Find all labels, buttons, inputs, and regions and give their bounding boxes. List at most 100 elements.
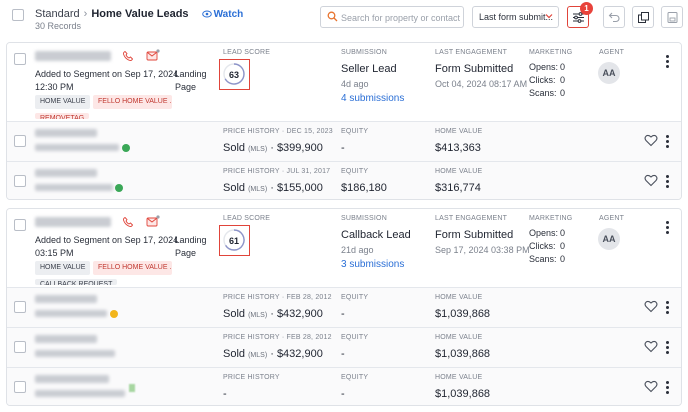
copy-button[interactable] — [632, 6, 654, 28]
lead-row[interactable]: Added to Segment on Sep 17, 2024 03:15 P… — [7, 209, 681, 287]
submission-label: SUBMISSION — [341, 49, 387, 56]
email-icon[interactable] — [146, 49, 160, 62]
engagement-type: Form Submitted — [435, 229, 514, 241]
heart-icon[interactable] — [644, 380, 658, 393]
last-engagement-label: LAST ENGAGEMENT — [435, 49, 508, 56]
more-options-icon[interactable] — [666, 381, 670, 395]
agent-avatar[interactable]: AA — [598, 228, 620, 250]
agent-avatar[interactable]: AA — [598, 62, 620, 84]
scans-label: Scans: — [529, 88, 557, 98]
property-checkbox[interactable] — [14, 175, 26, 187]
sold-amount: · $432,900 — [270, 348, 323, 360]
submissions-link[interactable]: 3 submissions — [341, 259, 405, 270]
property-row[interactable]: PRICE HISTORY · JUL 31, 2017 Sold (MLS) … — [7, 161, 681, 199]
opens-value: 0 — [560, 62, 566, 72]
tag-fello-home-value[interactable]: FELLO HOME VALUE ... — [93, 261, 172, 275]
property-row[interactable]: PRICE HISTORY · FEB 28, 2012 Sold (MLS) … — [7, 327, 681, 367]
home-value: $1,039,868 — [435, 388, 491, 400]
contact-name-redacted[interactable] — [35, 217, 111, 227]
more-options-icon[interactable] — [666, 135, 670, 149]
breadcrumb-root[interactable]: Standard — [35, 8, 80, 20]
more-options-icon[interactable] — [666, 301, 670, 315]
mls-tag: (MLS) — [248, 312, 268, 319]
sort-select[interactable]: Last form submit... — [472, 6, 559, 28]
home-value-label: HOME VALUE — [435, 128, 483, 135]
sold-prefix: Sold — [223, 182, 246, 194]
search-input[interactable] — [341, 10, 461, 25]
lead-checkbox[interactable] — [14, 219, 26, 231]
clicks-label: Clicks: — [529, 241, 556, 251]
sort-select-value: Last form submit... — [479, 12, 554, 22]
segment-date: Added to Segment on Sep 17, 2024 — [35, 69, 179, 79]
lead-score-label: LEAD SCORE — [223, 215, 271, 222]
property-city-redacted — [35, 390, 125, 397]
property-checkbox[interactable] — [14, 381, 26, 393]
home-value: $1,039,868 — [435, 348, 491, 360]
heart-icon[interactable] — [644, 300, 658, 313]
property-city-redacted — [35, 350, 115, 357]
property-row[interactable]: PRICE HISTORY · DEC 15, 2023 Sold (MLS) … — [7, 121, 681, 161]
marketing-label: MARKETING — [529, 49, 573, 56]
more-options-icon[interactable] — [666, 341, 670, 355]
tag-home-value[interactable]: HOME VALUE — [35, 261, 91, 275]
tag-callback-request[interactable]: CALLBACK REQUEST — [35, 279, 118, 285]
tag-removetag[interactable]: REMOVETAG — [35, 113, 90, 119]
property-address-redacted — [35, 295, 97, 303]
equity-value: - — [341, 348, 345, 360]
lead-score[interactable]: 63 — [219, 59, 250, 90]
tag-fello-home-value[interactable]: FELLO HOME VALUE ... — [93, 95, 172, 109]
undo-icon — [608, 12, 620, 23]
save-button[interactable] — [661, 6, 683, 28]
email-icon[interactable] — [146, 215, 160, 228]
sold-price: - — [223, 388, 227, 400]
more-options-icon[interactable] — [666, 55, 670, 69]
equity-value: - — [341, 142, 345, 154]
warning-icon — [110, 310, 118, 318]
lead-row[interactable]: Added to Segment on Sep 17, 2024 12:30 P… — [7, 43, 681, 121]
lead-group: Added to Segment on Sep 17, 2024 03:15 P… — [6, 208, 682, 406]
eye-icon — [201, 10, 212, 18]
property-checkbox[interactable] — [14, 301, 26, 313]
property-address-redacted — [35, 375, 109, 383]
phone-icon[interactable] — [122, 216, 134, 228]
top-bar: Standard › Home Value Leads Watch 30 Recor… — [0, 0, 688, 36]
submission-type: Callback Lead — [341, 229, 411, 241]
scans-label: Scans: — [529, 254, 557, 264]
watch-button[interactable]: Watch — [201, 9, 243, 20]
price-history-label: PRICE HISTORY — [223, 374, 280, 381]
more-options-icon[interactable] — [666, 175, 670, 189]
property-checkbox[interactable] — [14, 135, 26, 147]
contact-name-redacted[interactable] — [35, 51, 111, 61]
mls-tag: (MLS) — [248, 146, 268, 153]
submissions-link[interactable]: 4 submissions — [341, 93, 405, 104]
submission-type: Seller Lead — [341, 63, 397, 75]
verified-icon — [122, 144, 130, 152]
sold-amount: · $432,900 — [270, 308, 323, 320]
property-row[interactable]: PRICE HISTORY - EQUITY - HOME VALUE $1,0… — [7, 367, 681, 405]
chevron-down-icon — [545, 14, 553, 19]
sold-amount: · $155,000 — [270, 182, 323, 194]
heart-icon[interactable] — [644, 134, 658, 147]
opens-value: 0 — [560, 228, 566, 238]
tag-home-value[interactable]: HOME VALUE — [35, 95, 91, 109]
heart-icon[interactable] — [644, 174, 658, 187]
property-checkbox[interactable] — [14, 341, 26, 353]
segment-time: 03:15 PM — [35, 248, 74, 258]
undo-button[interactable] — [603, 6, 625, 28]
agent-label: AGENT — [599, 215, 625, 222]
lead-source: · Landing — [169, 69, 207, 79]
heart-icon[interactable] — [644, 340, 658, 353]
agent-label: AGENT — [599, 49, 625, 56]
phone-icon[interactable] — [122, 50, 134, 62]
property-row[interactable]: PRICE HISTORY · FEB 28, 2012 Sold (MLS) … — [7, 287, 681, 327]
more-options-icon[interactable] — [666, 221, 670, 235]
clicks-value: 0 — [560, 75, 566, 85]
score-ring-icon — [223, 63, 245, 85]
search-box[interactable] — [320, 6, 464, 28]
lead-score[interactable]: 61 — [219, 225, 250, 256]
copy-icon — [638, 12, 649, 23]
price-history-label: PRICE HISTORY · DEC 15, 2023 — [223, 128, 333, 135]
select-all-checkbox[interactable] — [12, 9, 24, 21]
lead-checkbox[interactable] — [14, 53, 26, 65]
home-value: $413,363 — [435, 142, 481, 154]
